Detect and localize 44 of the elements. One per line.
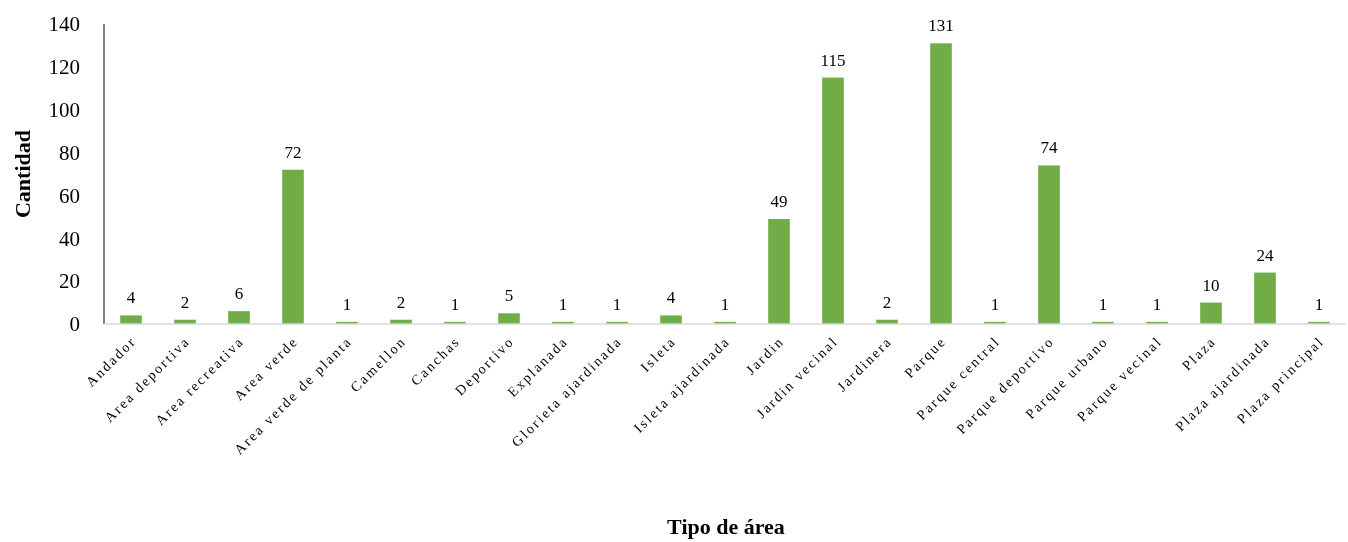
bar <box>282 169 304 324</box>
data-label: 1 <box>990 294 1000 314</box>
bar <box>1254 272 1276 324</box>
y-axis-title: Cantidad <box>10 129 35 219</box>
y-tick-label: 120 <box>48 55 80 80</box>
data-label: 2 <box>180 292 190 312</box>
bar <box>822 77 844 324</box>
data-label: 74 <box>1040 138 1058 158</box>
y-tick-label: 100 <box>48 98 80 123</box>
data-label: 131 <box>928 16 954 36</box>
bar <box>930 43 952 324</box>
bar <box>768 219 790 324</box>
data-label: 4 <box>666 288 676 308</box>
data-label: 1 <box>1098 294 1108 314</box>
data-label: 1 <box>450 294 460 314</box>
data-label: 1 <box>1314 294 1324 314</box>
bar <box>1038 165 1060 324</box>
y-tick-label: 60 <box>59 183 80 208</box>
y-tick-label: 20 <box>59 269 80 294</box>
y-tick-label: 80 <box>59 140 80 165</box>
data-label: 10 <box>1202 275 1220 295</box>
bar <box>1200 302 1222 324</box>
data-label: 1 <box>1152 294 1162 314</box>
data-label: 4 <box>126 288 136 308</box>
data-label: 72 <box>284 142 302 162</box>
data-label: 24 <box>1256 245 1274 265</box>
y-tick-label: 40 <box>59 226 80 251</box>
x-axis-title: Tipo de área <box>667 514 785 539</box>
data-label: 2 <box>882 292 892 312</box>
bar <box>660 315 682 324</box>
data-label: 1 <box>612 294 622 314</box>
data-label: 5 <box>504 286 514 306</box>
data-label: 1 <box>720 294 730 314</box>
data-label: 49 <box>770 192 788 211</box>
data-label: 1 <box>342 294 352 314</box>
bar <box>498 313 520 324</box>
bar <box>120 315 142 324</box>
y-tick-label: 140 <box>48 12 80 37</box>
data-label: 6 <box>234 284 244 304</box>
data-label: 115 <box>820 50 846 70</box>
y-tick-label: 0 <box>69 312 80 337</box>
bar <box>228 311 250 324</box>
data-label: 1 <box>558 294 568 314</box>
data-label: 2 <box>396 292 406 312</box>
